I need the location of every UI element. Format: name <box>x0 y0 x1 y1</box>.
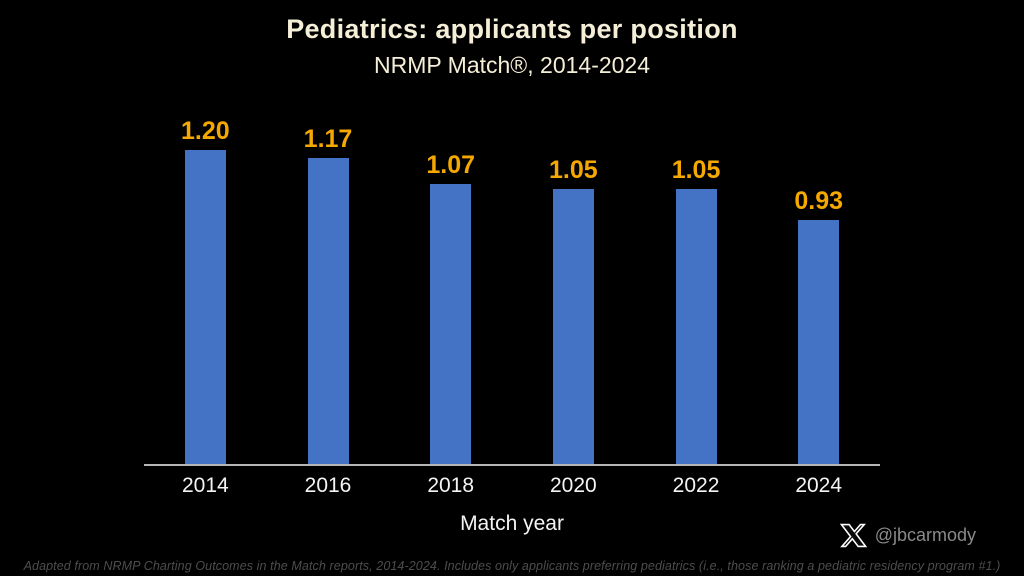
bar-column-2014: 1.20 <box>144 100 267 464</box>
bar-2022 <box>675 188 717 464</box>
bar-column-2020: 1.05 <box>512 100 635 464</box>
bar-value-label: 1.20 <box>181 116 230 145</box>
chart-title: Pediatrics: applicants per position <box>286 14 738 44</box>
bar-2020 <box>552 188 594 464</box>
bar-2024 <box>798 220 840 464</box>
x-tick-2018: 2018 <box>427 474 475 497</box>
x-twitter-icon <box>839 523 867 548</box>
bar-column-2018: 1.07 <box>389 100 512 464</box>
bar-value-label: 1.07 <box>426 150 476 179</box>
bar-value-label: 1.05 <box>671 155 721 184</box>
x-axis-tick-labels: 2014 2016 2018 2020 2022 2024 <box>144 474 880 498</box>
bar-value-label: 1.05 <box>549 155 598 184</box>
author-credit: @jbcarmody <box>839 522 976 549</box>
source-footnote: Adapted from NRMP Charting Outcomes in t… <box>23 559 1001 573</box>
bar-column-2024: 0.93 <box>757 100 880 464</box>
x-tick-2022: 2022 <box>672 474 720 497</box>
bar-2016 <box>307 157 349 464</box>
x-axis-label: Match year <box>460 512 564 535</box>
bar-value-label: 0.93 <box>794 187 844 216</box>
x-tick-2024: 2024 <box>795 474 843 497</box>
bar-chart-plot-area: 1.20 1.17 1.07 1.05 1.05 0.93 <box>144 100 880 466</box>
x-tick-2016: 2016 <box>304 474 352 497</box>
chart-subtitle: NRMP Match®, 2014-2024 <box>373 52 651 78</box>
x-tick-2020: 2020 <box>549 474 597 497</box>
bar-column-2022: 1.05 <box>635 100 758 464</box>
bar-column-2016: 1.17 <box>267 100 390 464</box>
credit-handle: @jbcarmody <box>874 525 976 545</box>
x-tick-2014: 2014 <box>181 474 229 497</box>
bar-2018 <box>430 183 472 464</box>
bar-value-label: 1.17 <box>303 124 353 153</box>
bar-2014 <box>184 149 226 464</box>
